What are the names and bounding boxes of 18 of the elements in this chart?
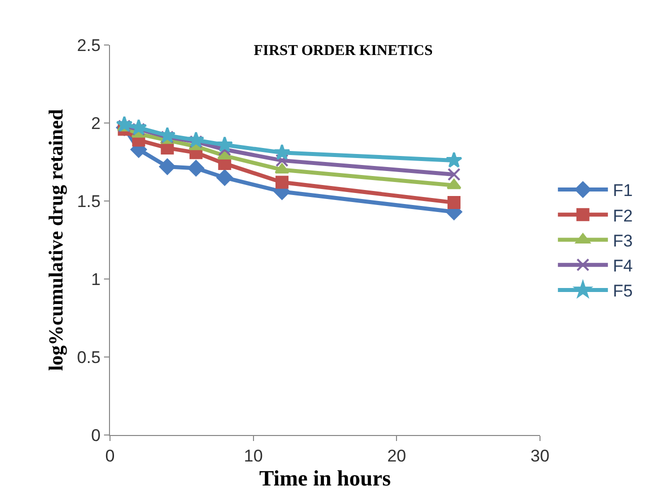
y-tick-label: 2 bbox=[91, 114, 101, 133]
y-tick-label: 0.5 bbox=[76, 348, 101, 367]
legend-label: F1 bbox=[612, 181, 633, 200]
x-tick-label: 30 bbox=[530, 446, 550, 466]
y-tick-label: 1 bbox=[91, 270, 101, 289]
legend-label: F4 bbox=[612, 256, 633, 276]
y-tick-label: 2.5 bbox=[76, 36, 101, 55]
x-tick-label: 20 bbox=[387, 446, 406, 466]
legend-label: F2 bbox=[612, 206, 633, 226]
chart-title: FIRST ORDER KINETICS bbox=[254, 43, 433, 60]
x-axis-title: Time in hours bbox=[259, 465, 392, 490]
y-tick-label: 0 bbox=[91, 426, 101, 445]
y-tick-label: 1.5 bbox=[76, 192, 101, 211]
legend-label: F5 bbox=[612, 282, 633, 301]
legend-label: F3 bbox=[612, 231, 633, 250]
x-tick-label: 10 bbox=[244, 446, 263, 466]
x-tick-label: 0 bbox=[105, 446, 115, 466]
y-axis-title: log%cumulative drug retained bbox=[45, 109, 68, 371]
